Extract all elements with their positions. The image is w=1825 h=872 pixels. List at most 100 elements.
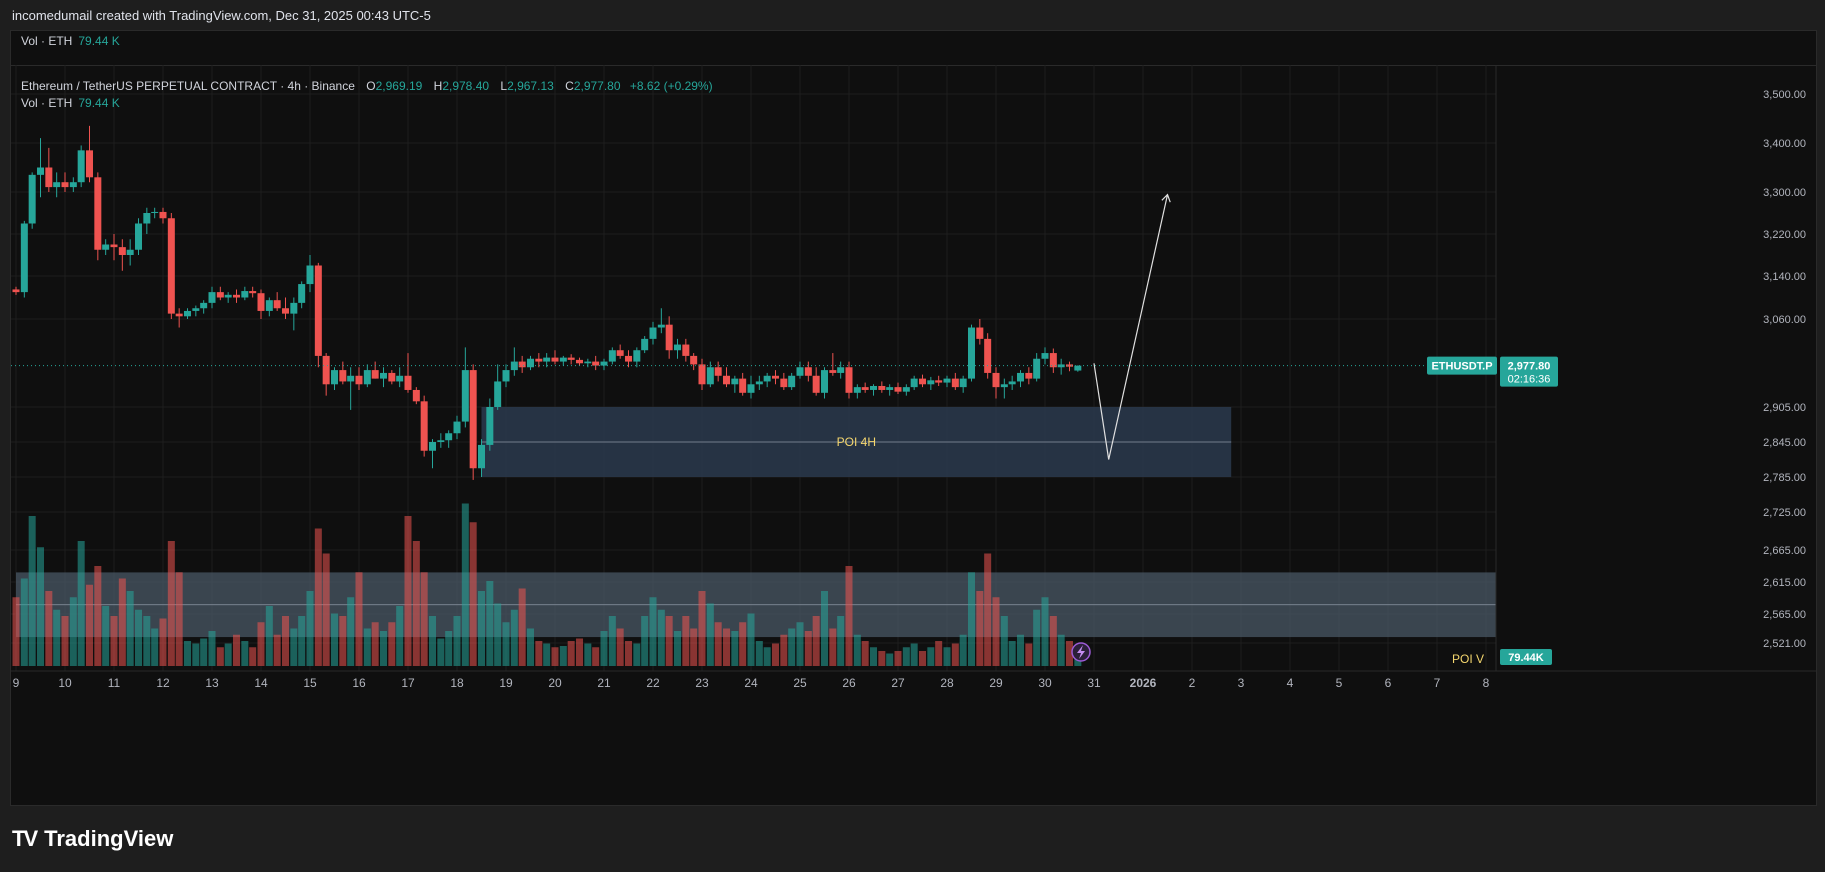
volume-bar xyxy=(61,616,69,666)
volume-bar xyxy=(429,616,436,666)
volume-bar xyxy=(404,516,412,666)
candle-body xyxy=(290,302,298,314)
y-tick-label: 2,615.00 xyxy=(1763,577,1806,589)
candle-body xyxy=(861,387,869,390)
candle-body xyxy=(45,167,53,188)
volume-bar xyxy=(723,628,730,666)
volume-bar xyxy=(698,591,706,666)
candle-body xyxy=(331,370,338,385)
lightning-icon-bolt xyxy=(1077,645,1085,659)
candle-body xyxy=(273,300,281,309)
volume-bar xyxy=(1033,609,1041,666)
candle-body xyxy=(812,375,820,393)
volume-bar xyxy=(616,628,624,666)
candle-body xyxy=(486,407,494,445)
volume-bar xyxy=(102,606,110,666)
candle-body xyxy=(420,401,428,451)
candle-body xyxy=(984,338,992,373)
candle-body xyxy=(870,385,877,390)
x-tick-label: 5 xyxy=(1336,676,1343,690)
volume-bar xyxy=(388,622,396,666)
candle-body xyxy=(102,244,110,250)
candle-body xyxy=(478,444,485,469)
chart-frame[interactable]: Vol · ETH 79.44 K POI 4H POI V 3,500.00 3,40… xyxy=(10,30,1817,806)
x-tick-label: 26 xyxy=(842,676,856,690)
candle-body xyxy=(886,387,894,390)
volume-bar xyxy=(151,628,159,666)
candle-body xyxy=(306,265,314,285)
volume-bar xyxy=(763,647,771,666)
legend-low-label: L xyxy=(500,79,508,93)
candle-body xyxy=(1066,364,1073,367)
y-tick-label: 2,725.00 xyxy=(1763,507,1806,519)
volume-bar xyxy=(919,651,926,666)
volume-bar xyxy=(249,647,257,666)
legend-volume-label: Vol · ETH xyxy=(21,96,73,110)
volume-bar xyxy=(265,606,273,666)
volume-bar xyxy=(322,553,330,666)
candle-body xyxy=(143,213,151,224)
volume-bar xyxy=(633,643,641,666)
candle-body xyxy=(723,375,730,385)
volume-bar xyxy=(690,628,698,666)
candle-body xyxy=(674,344,681,351)
x-tick-label: 3 xyxy=(1238,676,1245,690)
candle-body xyxy=(380,372,387,379)
candle-body xyxy=(584,361,592,364)
volume-bar xyxy=(796,622,804,666)
volume-bar xyxy=(118,578,126,666)
volume-bar xyxy=(282,616,289,666)
volume-bar xyxy=(829,628,837,666)
candle-body xyxy=(1033,358,1041,379)
candle-body xyxy=(910,378,918,388)
candle-body xyxy=(551,357,559,362)
candle-body xyxy=(902,387,910,392)
candle-body xyxy=(1025,372,1033,379)
candle-body xyxy=(77,150,85,183)
volume-bar xyxy=(233,634,240,666)
top-volume-name: Vol · ETH xyxy=(21,34,73,48)
legend-high: 2,978.40 xyxy=(442,79,490,93)
volume-bar xyxy=(657,609,665,666)
volume-bar xyxy=(469,522,477,666)
candle-body xyxy=(282,308,289,314)
volume-bar xyxy=(486,581,494,666)
candle-body xyxy=(20,223,28,293)
x-tick-label: 20 xyxy=(548,676,562,690)
candle-body xyxy=(665,324,673,351)
legend-close: 2,977.80 xyxy=(573,79,621,93)
volume-bar xyxy=(968,572,975,666)
candle-body xyxy=(633,350,641,362)
candle-body xyxy=(1049,353,1057,368)
candle-body xyxy=(461,370,469,422)
symbol-tag-text: ETHUSDT.P xyxy=(1431,361,1492,373)
x-tick-label: 30 xyxy=(1038,676,1052,690)
volume-bar xyxy=(527,628,534,666)
legend-open: 2,969.19 xyxy=(375,79,423,93)
volume-bar xyxy=(812,616,820,666)
candle-body xyxy=(200,302,208,309)
candle-body xyxy=(772,375,779,379)
candle-body xyxy=(347,375,355,382)
y-tick-label: 3,400.00 xyxy=(1763,138,1806,150)
candle-body xyxy=(821,370,828,393)
volume-bar xyxy=(20,578,28,666)
candle-body xyxy=(543,357,551,362)
tradingview-logo-icon: TV xyxy=(12,826,38,851)
tradingview-brand[interactable]: TV TradingView xyxy=(12,826,173,852)
candle-body xyxy=(135,223,142,250)
candle-body xyxy=(175,313,183,317)
x-tick-label: 8 xyxy=(1483,676,1490,690)
candle-body xyxy=(959,378,967,388)
candle-body xyxy=(1057,364,1065,368)
volume-bar xyxy=(437,638,445,666)
projection-arrowhead xyxy=(1161,193,1171,203)
price-chart[interactable]: POI 4H POI V 3,500.00 3,400.00 3,300.00 3,220… xyxy=(11,31,1816,805)
volume-bar xyxy=(804,631,812,666)
candle-body xyxy=(249,291,257,294)
volume-bar xyxy=(1008,641,1016,666)
candle-body xyxy=(510,361,518,371)
x-tick-label: 18 xyxy=(450,676,464,690)
candle-body xyxy=(649,327,657,339)
candle-body xyxy=(527,358,534,368)
